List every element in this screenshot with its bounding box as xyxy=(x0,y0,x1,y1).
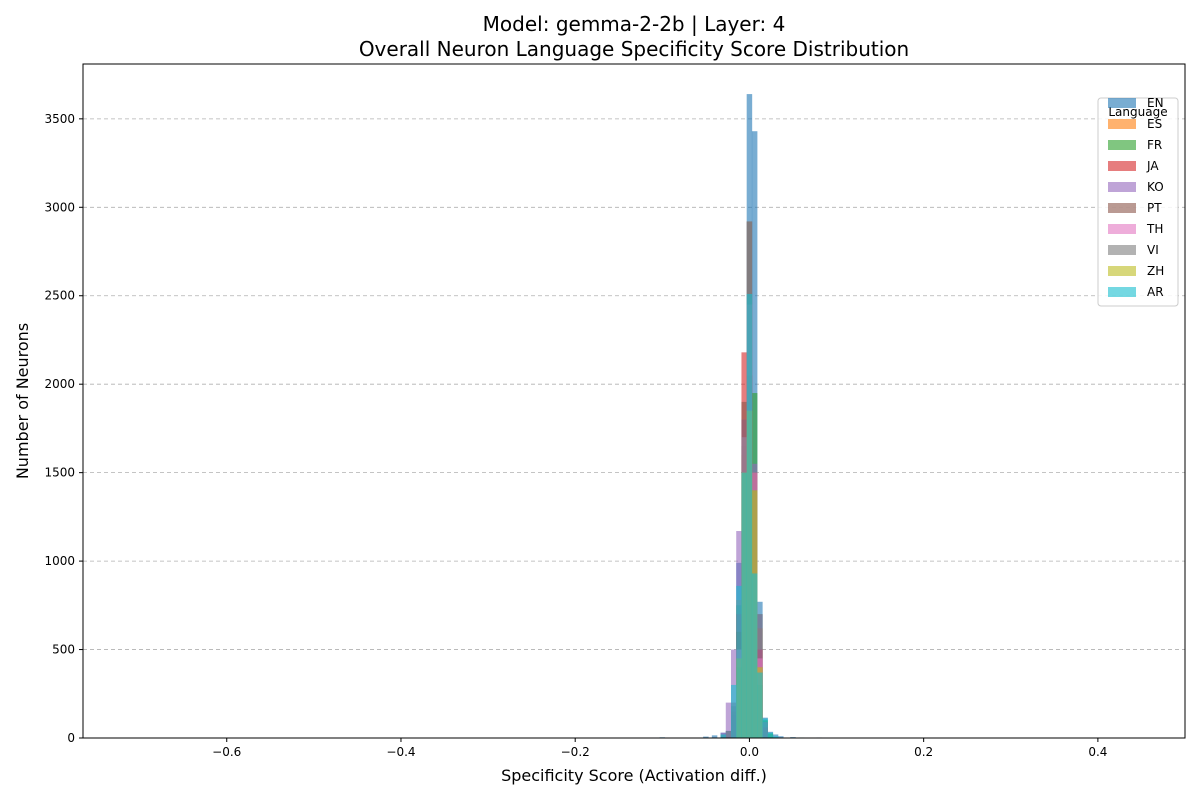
bar-ar xyxy=(736,585,742,738)
legend-label-ar: AR xyxy=(1147,285,1164,299)
x-tick-label: 0.0 xyxy=(740,745,759,759)
legend-label-vi: VI xyxy=(1147,243,1159,257)
legend: Language EN ES FR JA KO PT TH VI ZH AR xyxy=(1097,96,1179,307)
x-axis-ticks: −0.6 −0.4 −0.2 0.0 0.2 0.4 xyxy=(212,738,1107,759)
legend-label-zh: ZH xyxy=(1147,264,1164,278)
legend-swatch-pt xyxy=(1108,203,1136,213)
legend-swatch-en xyxy=(1108,98,1136,108)
y-tick-label: 500 xyxy=(52,643,75,657)
y-axis-ticks: 0 500 1000 1500 2000 2500 3000 3500 xyxy=(44,112,83,745)
legend-swatch-ja xyxy=(1108,161,1136,171)
bar-ar xyxy=(731,684,737,738)
y-tick-label: 0 xyxy=(67,731,75,745)
legend-swatch-zh xyxy=(1108,266,1136,276)
legend-label-es: ES xyxy=(1147,117,1162,131)
bar-ar xyxy=(762,718,768,738)
bar-en xyxy=(778,736,784,738)
chart-title-line1: Model: gemma-2-2b | Layer: 4 xyxy=(483,12,786,36)
legend-swatch-ar xyxy=(1108,287,1136,297)
legend-swatch-fr xyxy=(1108,140,1136,150)
y-tick-label: 1500 xyxy=(44,466,75,480)
legend-label-ko: KO xyxy=(1147,180,1164,194)
x-tick-label: 0.2 xyxy=(914,745,933,759)
y-tick-label: 2500 xyxy=(44,289,75,303)
plot-frame xyxy=(82,63,1186,739)
legend-swatch-es xyxy=(1108,119,1136,129)
legend-label-pt: PT xyxy=(1147,201,1162,215)
x-tick-label: −0.2 xyxy=(561,745,590,759)
y-axis-label: Number of Neurons xyxy=(13,323,32,479)
y-tick-label: 1000 xyxy=(44,554,75,568)
bar-ar xyxy=(746,293,753,738)
bar-ar xyxy=(741,472,747,738)
bar-en xyxy=(711,735,718,738)
bar-ar xyxy=(757,672,763,738)
x-tick-label: −0.4 xyxy=(386,745,415,759)
legend-swatch-th xyxy=(1108,224,1136,234)
gridlines xyxy=(83,118,1185,650)
legend-swatch-ko xyxy=(1108,182,1136,192)
y-tick-label: 3500 xyxy=(44,112,75,126)
bar-ar xyxy=(767,732,774,738)
y-tick-label: 3000 xyxy=(44,200,75,214)
chart-title-line2: Overall Neuron Language Specificity Scor… xyxy=(359,37,909,61)
legend-label-th: TH xyxy=(1146,222,1163,236)
histogram-bars xyxy=(659,94,857,739)
legend-swatch-vi xyxy=(1108,245,1136,255)
legend-label-ja: JA xyxy=(1146,159,1159,173)
bar-en xyxy=(703,736,709,738)
x-tick-label: −0.6 xyxy=(212,745,241,759)
x-tick-label: 0.4 xyxy=(1088,745,1107,759)
bar-ar xyxy=(751,573,758,738)
series-ar xyxy=(659,293,857,738)
bar-ar xyxy=(720,734,727,738)
x-axis-label: Specificity Score (Activation diff.) xyxy=(501,766,767,785)
bar-ar xyxy=(772,736,779,738)
legend-title: Language xyxy=(1108,105,1167,119)
legend-label-en: EN xyxy=(1147,96,1164,110)
legend-label-fr: FR xyxy=(1147,138,1162,152)
bar-ko xyxy=(725,702,732,738)
y-tick-label: 2000 xyxy=(44,377,75,391)
legend-items: EN ES FR JA KO PT TH VI ZH AR xyxy=(1108,96,1164,299)
